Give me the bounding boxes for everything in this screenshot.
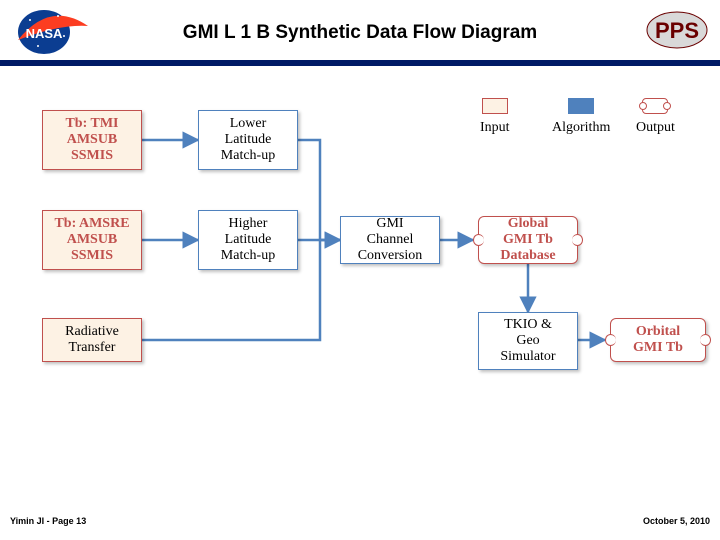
footer-right: October 5, 2010 [643, 516, 710, 526]
header: NASA GMI L 1 B Synthetic Data Flow Diagr… [0, 0, 720, 70]
legend-output-label: Output [636, 120, 675, 135]
node-conv: GMI Channel Conversion [340, 216, 440, 264]
node-tb2: Tb: AMSRE AMSUB SSMIS [42, 210, 142, 270]
legend-output: Output [636, 98, 675, 136]
node-tkio: TKIO & Geo Simulator [478, 312, 578, 370]
node-orbit: Orbital GMI Tb [610, 318, 706, 362]
node-low: Lower Latitude Match-up [198, 110, 298, 170]
legend-algorithm: Algorithm [552, 98, 610, 136]
node-rt: Radiative Transfer [42, 318, 142, 362]
edge-low-conv [298, 140, 340, 240]
header-divider [0, 60, 720, 66]
svg-text:PPS: PPS [655, 18, 699, 43]
legend-alg-label: Algorithm [552, 120, 610, 135]
diagram-canvas: Input Algorithm Output Tb: TMI AMSUB SSM… [0, 70, 720, 500]
legend-input: Input [480, 98, 510, 136]
node-db: Global GMI Tb Database [478, 216, 578, 264]
node-high: Higher Latitude Match-up [198, 210, 298, 270]
page-title: GMI L 1 B Synthetic Data Flow Diagram [0, 22, 720, 44]
legend-input-label: Input [480, 120, 510, 135]
node-tb1: Tb: TMI AMSUB SSMIS [42, 110, 142, 170]
footer-left: Yimin JI - Page 13 [10, 516, 86, 526]
pps-logo: PPS [644, 8, 710, 52]
